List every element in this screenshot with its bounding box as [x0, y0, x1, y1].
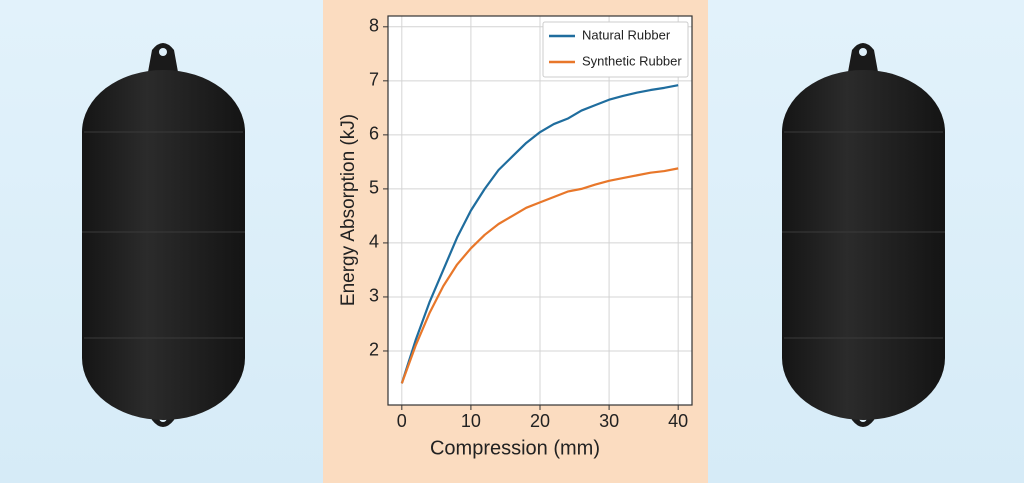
- y-tick-label: 5: [369, 178, 379, 198]
- legend-label: Natural Rubber: [582, 27, 671, 42]
- x-tick-label: 30: [599, 411, 619, 431]
- y-tick-label: 3: [369, 286, 379, 306]
- y-tick-label: 4: [369, 232, 379, 252]
- y-tick-label: 7: [369, 70, 379, 90]
- x-tick-label: 40: [668, 411, 688, 431]
- lines: [400, 84, 679, 384]
- series-line: [400, 84, 679, 384]
- fender-right: [782, 43, 945, 427]
- x-axis-label: Compression (mm): [430, 437, 600, 459]
- y-tick-label: 2: [369, 340, 379, 360]
- legend: Natural Rubber Synthetic Rubber: [542, 21, 689, 78]
- fender-left: [82, 43, 245, 427]
- plot-frame: [387, 15, 693, 406]
- y-axis-label: Energy Absorption (kJ): [338, 114, 359, 306]
- y-tick-label: 8: [369, 16, 379, 36]
- x-tick-label: 10: [461, 411, 481, 431]
- y-tick-label: 6: [369, 124, 379, 144]
- legend-label: Synthetic Rubber: [582, 53, 682, 68]
- series-line: [400, 167, 679, 384]
- x-tick-label: 20: [530, 411, 550, 431]
- grid: [383, 16, 692, 410]
- x-tick-label: 0: [397, 411, 407, 431]
